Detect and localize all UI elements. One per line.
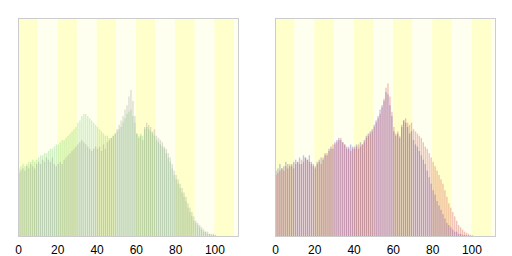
svg-text:60: 60: [130, 243, 144, 256]
svg-text:0: 0: [272, 243, 279, 256]
svg-text:80: 80: [169, 243, 183, 256]
svg-text:20: 20: [308, 243, 322, 256]
svg-text:40: 40: [90, 243, 104, 256]
svg-text:20: 20: [51, 243, 65, 256]
svg-text:40: 40: [347, 243, 361, 256]
svg-text:100: 100: [462, 243, 482, 256]
svg-text:100: 100: [205, 243, 225, 256]
svg-text:0: 0: [15, 243, 22, 256]
svg-text:60: 60: [387, 243, 401, 256]
svg-text:80: 80: [426, 243, 440, 256]
